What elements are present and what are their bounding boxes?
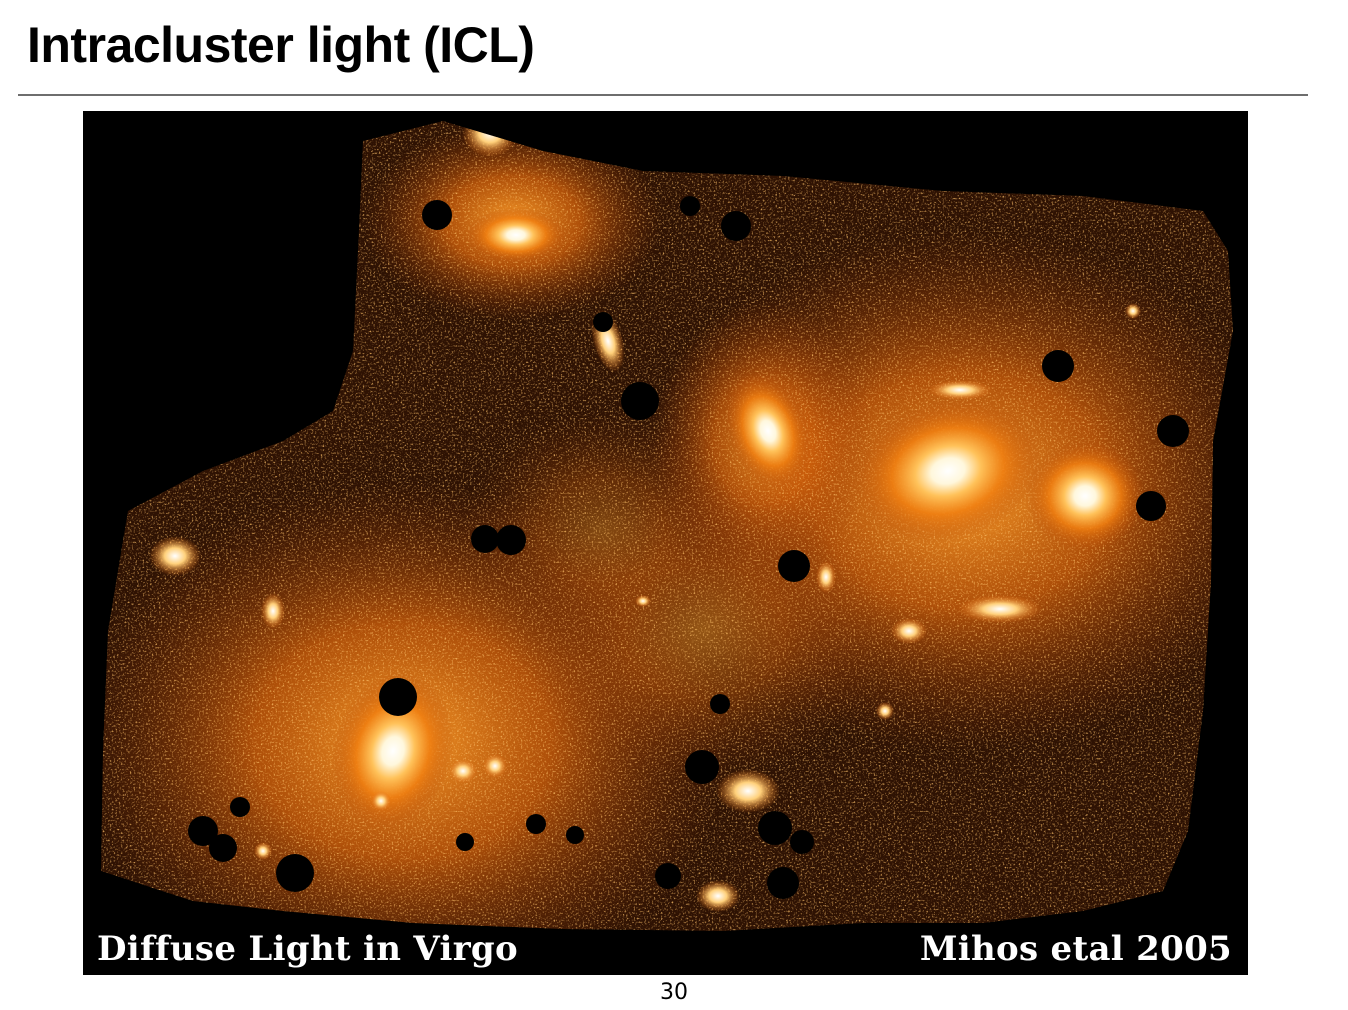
image-caption-credit: Mihos etal 2005 <box>919 929 1232 969</box>
title-divider <box>18 94 1308 96</box>
slide-title: Intracluster light (ICL) <box>27 17 535 73</box>
mosaic-field <box>101 121 1233 931</box>
image-caption-title: Diffuse Light in Virgo <box>97 929 518 969</box>
page-number: 30 <box>660 980 688 1005</box>
virgo-diffuse-light-image: Diffuse Light in Virgo Mihos etal 2005 <box>83 111 1248 975</box>
